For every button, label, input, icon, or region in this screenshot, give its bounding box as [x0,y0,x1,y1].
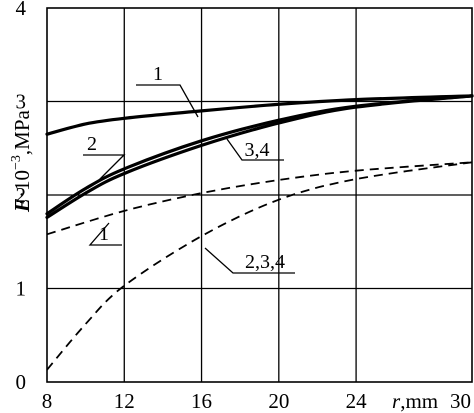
annotation-labels: 1 2 3,4 1 2,3,4 [87,63,285,273]
annotation-leaders [83,84,295,274]
x-tick-label-3: 20 [268,389,289,413]
annotation-leader-4 [204,247,295,274]
x-tick-label-1: 12 [114,389,135,413]
y-axis-label-exp: −3 [9,155,24,170]
annotation-label-3: 1 [99,223,109,245]
x-axis-label-unit: ,mm [400,389,438,413]
y-tick-labels: 0 1 2 3 4 [16,0,27,394]
annotation-label-2: 3,4 [245,139,270,161]
x-tick-label-0: 8 [42,389,53,413]
y-axis-label-var: E [10,198,34,213]
x-axis-label: r,mm [392,389,438,413]
annotation-leader-0 [136,84,199,118]
y-tick-label-0: 0 [16,370,27,394]
annotation-label-0: 1 [153,63,163,85]
plot-frame [46,7,473,383]
y-tick-label-4: 4 [16,0,27,20]
annotation-label-1: 2 [87,133,97,155]
x-tick-label-5: 30 [450,389,471,413]
y-axis-label-mid: ·10 [10,170,34,198]
annotation-label-4: 2,3,4 [245,251,285,273]
x-axis-label-var: r [392,389,401,413]
grid [47,8,472,382]
annotation-leader-3 [88,222,122,246]
y-axis-label: E·10−3,MPa [9,109,34,213]
y-tick-label-1: 1 [16,277,27,301]
annotation-leader-2 [226,138,284,161]
x-tick-labels: 8 12 16 20 24 30 [42,389,471,413]
y-axis-label-unit: ,MPa [10,109,34,155]
series-line-4-dashed [46,161,473,371]
x-tick-label-2: 16 [191,389,212,413]
y-tick-label-2: 2 [16,183,27,207]
series-group [45,94,474,371]
series-line-0-solid [45,94,474,136]
x-tick-label-4: 24 [346,389,368,413]
y-tick-label-3: 3 [16,90,27,114]
annotation-leader-1 [83,154,126,181]
series-line-3-dashed [46,161,473,236]
series-line-2-solid [45,94,474,219]
